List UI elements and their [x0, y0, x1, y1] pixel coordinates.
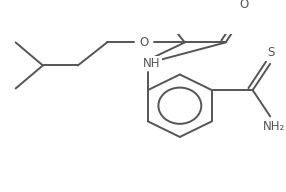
Text: O: O — [139, 36, 149, 49]
Text: NH₂: NH₂ — [263, 120, 285, 133]
Text: S: S — [267, 46, 275, 59]
Text: O: O — [239, 0, 249, 11]
Text: NH: NH — [143, 57, 160, 70]
